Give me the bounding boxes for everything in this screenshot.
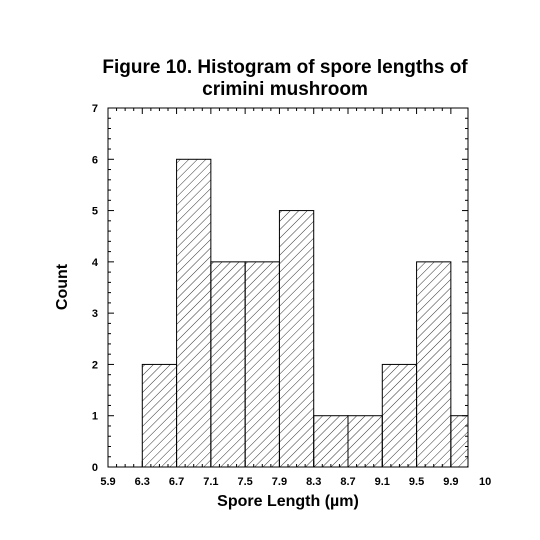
chart-title-line-2: crimini mushroom bbox=[202, 79, 368, 100]
chart-title-line-1: Figure 10. Histogram of spore lengths of bbox=[102, 57, 468, 78]
histogram-bar-6 bbox=[313, 415, 349, 467]
x-tick-label: 8.3 bbox=[306, 476, 321, 488]
x-tick-label: 9.9 bbox=[443, 476, 458, 488]
x-tick-label: 10 bbox=[479, 476, 491, 488]
y-tick-label: 5 bbox=[92, 206, 98, 218]
x-tick-label: 6.7 bbox=[169, 476, 184, 488]
x-tick-label: 6.3 bbox=[135, 476, 150, 488]
histogram-bar-10 bbox=[450, 415, 468, 467]
y-tick-label: 4 bbox=[92, 257, 99, 269]
x-tick-label: 9.1 bbox=[375, 476, 390, 488]
histogram-bar-9 bbox=[416, 261, 452, 467]
x-axis-label: Spore Length (µm) bbox=[217, 493, 359, 510]
bars-group bbox=[141, 158, 468, 467]
y-tick-label: 1 bbox=[92, 411, 98, 423]
plot-frame bbox=[107, 107, 469, 468]
x-tick-label: 7.9 bbox=[272, 476, 287, 488]
x-tick-label: 9.5 bbox=[409, 476, 424, 488]
tick-labels-group: 5.9 6.3 6.7 7.1 7.5 7.9 8.3 8.7 9.1 9.5 9.9 10 0 1 2 3 4… bbox=[92, 103, 491, 488]
y-tick-label: 3 bbox=[92, 308, 98, 320]
x-tick-label: 5.9 bbox=[100, 476, 115, 488]
histogram-bar-7 bbox=[347, 415, 383, 467]
x-tick-label: 7.1 bbox=[203, 476, 218, 488]
histogram-bar-8 bbox=[381, 363, 418, 467]
y-tick-label: 0 bbox=[92, 462, 98, 474]
x-tick-label: 7.5 bbox=[237, 476, 252, 488]
histogram-bar-3 bbox=[210, 261, 246, 467]
histogram-bar-2 bbox=[176, 158, 212, 467]
x-tick-label: 8.7 bbox=[340, 476, 355, 488]
y-tick-label: 6 bbox=[92, 154, 98, 166]
histogram-bar-4 bbox=[244, 261, 280, 467]
histogram-bar-1 bbox=[141, 363, 178, 467]
histogram-bar-5 bbox=[278, 210, 315, 467]
y-tick-label: 2 bbox=[92, 359, 98, 371]
y-axis-label: Count bbox=[54, 263, 71, 310]
y-tick-label: 7 bbox=[92, 103, 98, 115]
